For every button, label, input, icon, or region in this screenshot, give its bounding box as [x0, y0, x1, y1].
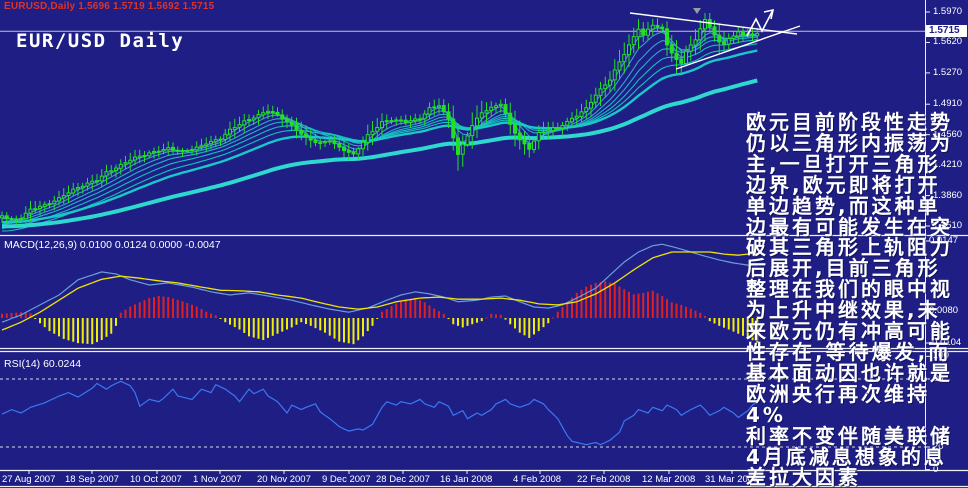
annotation-line: 后展开,目前三角形: [746, 256, 941, 281]
annotation-line: 性存在,等待爆发,而: [746, 339, 952, 364]
macd-axis-label: 0.0147: [929, 235, 959, 246]
date-axis-label: 12 Mar 2008: [642, 474, 696, 485]
quote-bar: EURUSD,Daily 1.5696 1.5719 1.5692 1.5715: [4, 1, 215, 12]
date-axis-label: 31 Mar 2008: [705, 474, 759, 485]
date-axis-label: 20 Nov 2007: [257, 474, 311, 485]
macd-axis-label: 0.0080: [929, 305, 959, 316]
date-axis-label: 10 Oct 2007: [130, 474, 182, 485]
annotation-text: 欧元目前阶段性走势 仍以三角形内振荡为 主,一旦打开三角形 边界,欧元即将打开 单边趋势…: [746, 112, 968, 488]
rsi-axis-label: 20: [933, 440, 944, 452]
annotation-line: 破其三角形上轨阻力: [746, 235, 953, 260]
annotation-line: 基本面动因也许就是: [746, 360, 953, 385]
ma-ribbon-layer: [1, 26, 758, 232]
macd-axis-label: -0.0104: [929, 337, 962, 348]
annotation-line: 4月底减息想象的息: [746, 444, 947, 469]
price-axis-label: 1.4560: [933, 128, 963, 140]
price-axis-label: 1.4210: [933, 159, 963, 171]
annotation-line: 利率不变伴随美联储: [746, 423, 953, 448]
chart-title: EUR/USD Daily: [16, 30, 185, 52]
price-axis-label: 1.5620: [933, 36, 963, 48]
object-anchor-marker: [693, 8, 701, 14]
date-axis-label: 22 Feb 2008: [577, 474, 631, 485]
rsi-label: RSI(14) 60.0244: [4, 358, 82, 370]
price-axis-label: 1.5270: [933, 66, 963, 78]
annotation-line: 差拉大因素: [746, 465, 861, 488]
price-axis-label: 1.3860: [933, 189, 963, 201]
annotation-line: 主,一旦打开三角形: [746, 151, 941, 176]
annotation-line: 边界,欧元即将打开: [746, 172, 941, 197]
current-price-tag: 1.5715: [926, 25, 967, 37]
annotation-line: 欧元目前阶段性走势: [746, 110, 953, 134]
annotation-line: 欧洲央行再次维持4%: [746, 381, 930, 427]
date-axis-label: 28 Dec 2007: [376, 474, 430, 485]
price-axis-label: 1.5970: [933, 6, 963, 17]
trendline-layer: [629, 8, 801, 70]
annotation-line: 整理在我们的眼中视: [746, 277, 953, 302]
rsi-layer: [0, 378, 925, 448]
annotation-line: 为上升中继效果,未: [746, 298, 941, 323]
price-axis-label: 1.3510: [933, 220, 963, 231]
date-axis-label: 27 Aug 2007: [2, 474, 56, 485]
date-axis-label: 1 Nov 2007: [193, 474, 242, 485]
annotation-line: 来欧元仍有冲高可能: [746, 319, 953, 344]
date-axis-label: 9 Dec 2007: [322, 474, 371, 485]
annotation-line: 仍以三角形内振荡为: [746, 130, 953, 155]
annotation-line: 单边趋势,而这种单: [746, 193, 941, 218]
price-axis-label: 1.4910: [933, 98, 963, 110]
date-axis-label: 4 Feb 2008: [513, 474, 562, 485]
rsi-axis-label: 80: [933, 373, 944, 384]
date-axis-label: 18 Sep 2007: [65, 474, 119, 485]
rsi-axis-label: 100: [933, 350, 949, 362]
rsi-axis-label: 0: [933, 463, 939, 475]
candles-layer: [0, 13, 760, 226]
annotation-line: 边最有可能发生在突: [746, 214, 953, 239]
macd-label: MACD(12,26,9) 0.0100 0.0124 0.0000 -0.00…: [4, 239, 221, 251]
axis-ticks-layer: [28, 11, 930, 474]
macd-layer: [1, 243, 759, 345]
date-axis-label: 16 Jan 2008: [440, 474, 493, 485]
